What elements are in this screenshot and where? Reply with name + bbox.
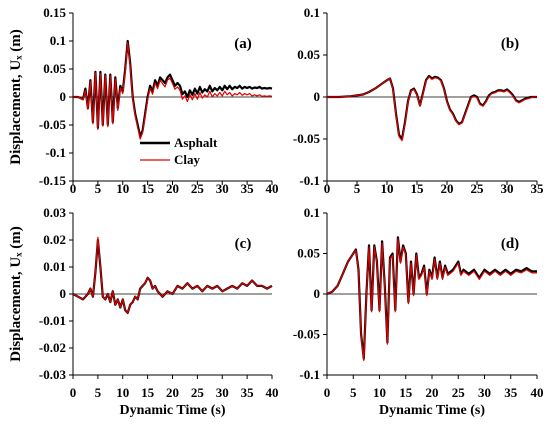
x-tick-label: 25 bbox=[452, 385, 466, 400]
x-tick-label: 10 bbox=[116, 385, 129, 400]
series-line-clay bbox=[73, 42, 273, 140]
x-tick-label: 5 bbox=[95, 385, 102, 400]
y-tick-label: 0 bbox=[314, 89, 321, 104]
y-tick-label: -0.01 bbox=[39, 313, 66, 328]
y-tick-label: -0.1 bbox=[299, 367, 320, 382]
panel-label: (d) bbox=[501, 236, 519, 252]
x-tick-label: 40 bbox=[531, 385, 544, 400]
panel-label: (c) bbox=[235, 236, 252, 252]
x-tick-label: 15 bbox=[411, 181, 425, 196]
x-tick-label: 10 bbox=[381, 181, 394, 196]
x-tick-label: 30 bbox=[478, 385, 491, 400]
x-tick-label: 10 bbox=[373, 385, 386, 400]
x-tick-label: 25 bbox=[191, 385, 205, 400]
x-tick-label: 20 bbox=[441, 181, 454, 196]
y-tick-label: -0.05 bbox=[39, 117, 67, 132]
series-line-asphalt bbox=[73, 39, 273, 138]
x-tick-label: 5 bbox=[95, 181, 102, 196]
x-axis-label: Dynamic Time (s) bbox=[119, 403, 225, 418]
x-tick-label: 40 bbox=[266, 181, 279, 196]
y-tick-label: 0 bbox=[60, 89, 67, 104]
y-tick-label: 0.03 bbox=[43, 205, 66, 220]
x-tick-label: 35 bbox=[504, 385, 518, 400]
y-tick-label: 0.05 bbox=[297, 246, 320, 261]
panel-3: 0.030.020.010-0.01-0.02-0.030 5 10 15 20 25 30… bbox=[8, 205, 279, 418]
y-tick-label: -0.02 bbox=[39, 340, 66, 355]
y-tick-label: 0.15 bbox=[43, 5, 66, 20]
y-tick-label: -0.03 bbox=[39, 367, 67, 382]
x-tick-label: 35 bbox=[241, 181, 255, 196]
y-tick-label: 0.05 bbox=[297, 47, 320, 62]
y-tick-label: 0.02 bbox=[43, 232, 66, 247]
y-tick-label: 0 bbox=[314, 286, 321, 301]
x-tick-label: 30 bbox=[216, 181, 229, 196]
x-tick-label: 35 bbox=[241, 385, 255, 400]
legend: Asphalt Clay bbox=[140, 135, 218, 167]
x-tick-label: 25 bbox=[471, 181, 485, 196]
series-line-asphalt bbox=[326, 236, 537, 360]
x-tick-label: 20 bbox=[426, 385, 439, 400]
y-tick-label: 0.1 bbox=[50, 33, 66, 48]
x-tick-label: 25 bbox=[191, 181, 205, 196]
panel-4: 0.1 0.05 0 -0.05 -0.1 0 5 10 15 20 25 30 35 40 (d) Dyna… bbox=[293, 205, 544, 418]
y-tick-label: 0.1 bbox=[304, 5, 320, 20]
x-tick-label: 30 bbox=[216, 385, 229, 400]
x-tick-label: 5 bbox=[354, 181, 361, 196]
panel-1: 0.150.10.050-0.05-0.1-0.150 5 10 15 20 25 30 35… bbox=[8, 5, 279, 196]
x-tick-label: 15 bbox=[399, 385, 413, 400]
legend-label-asphalt: Asphalt bbox=[174, 135, 218, 150]
panel-2: 0.1 0.05 0 -0.05 -0.1 0 5 10 15 20 25 30 35 (b) bbox=[293, 5, 544, 196]
y-tick-label: 0 bbox=[60, 286, 67, 301]
y-tick-label: -0.05 bbox=[293, 131, 321, 146]
x-tick-label: 15 bbox=[141, 385, 155, 400]
x-tick-label: 30 bbox=[501, 181, 514, 196]
series-line-clay bbox=[326, 238, 537, 361]
x-tick-label: 20 bbox=[166, 181, 179, 196]
x-tick-label: 20 bbox=[166, 385, 179, 400]
series-line-asphalt bbox=[327, 74, 537, 141]
x-tick-label: 40 bbox=[266, 385, 279, 400]
y-tick-label: 0.05 bbox=[43, 61, 66, 76]
y-tick-label: -0.05 bbox=[293, 327, 321, 342]
panel-label: (a) bbox=[234, 36, 252, 52]
series-line-clay bbox=[72, 236, 273, 314]
x-tick-label: 10 bbox=[116, 181, 129, 196]
x-tick-label: 0 bbox=[324, 181, 331, 196]
x-axis-label: Dynamic Time (s) bbox=[379, 403, 485, 418]
legend-label-clay: Clay bbox=[174, 152, 201, 167]
x-tick-label: 35 bbox=[531, 181, 545, 196]
y-axis-label: Displacement, Uₓ (m) bbox=[8, 226, 24, 362]
y-tick-label: 0.1 bbox=[304, 205, 320, 220]
y-tick-label: 0.01 bbox=[43, 259, 66, 274]
y-tick-label: -0.1 bbox=[45, 145, 66, 160]
y-tick-label: -0.1 bbox=[299, 173, 320, 188]
x-tick-label: 0 bbox=[70, 385, 77, 400]
y-tick-label: -0.15 bbox=[39, 173, 67, 188]
x-tick-label: 0 bbox=[70, 181, 77, 196]
panel-label: (b) bbox=[501, 36, 519, 52]
y-axis-label: Displacement, Uₓ (m) bbox=[8, 29, 24, 165]
x-tick-label: 15 bbox=[141, 181, 155, 196]
series-line-clay bbox=[327, 76, 537, 142]
x-tick-label: 0 bbox=[324, 385, 331, 400]
x-tick-label: 5 bbox=[350, 385, 357, 400]
